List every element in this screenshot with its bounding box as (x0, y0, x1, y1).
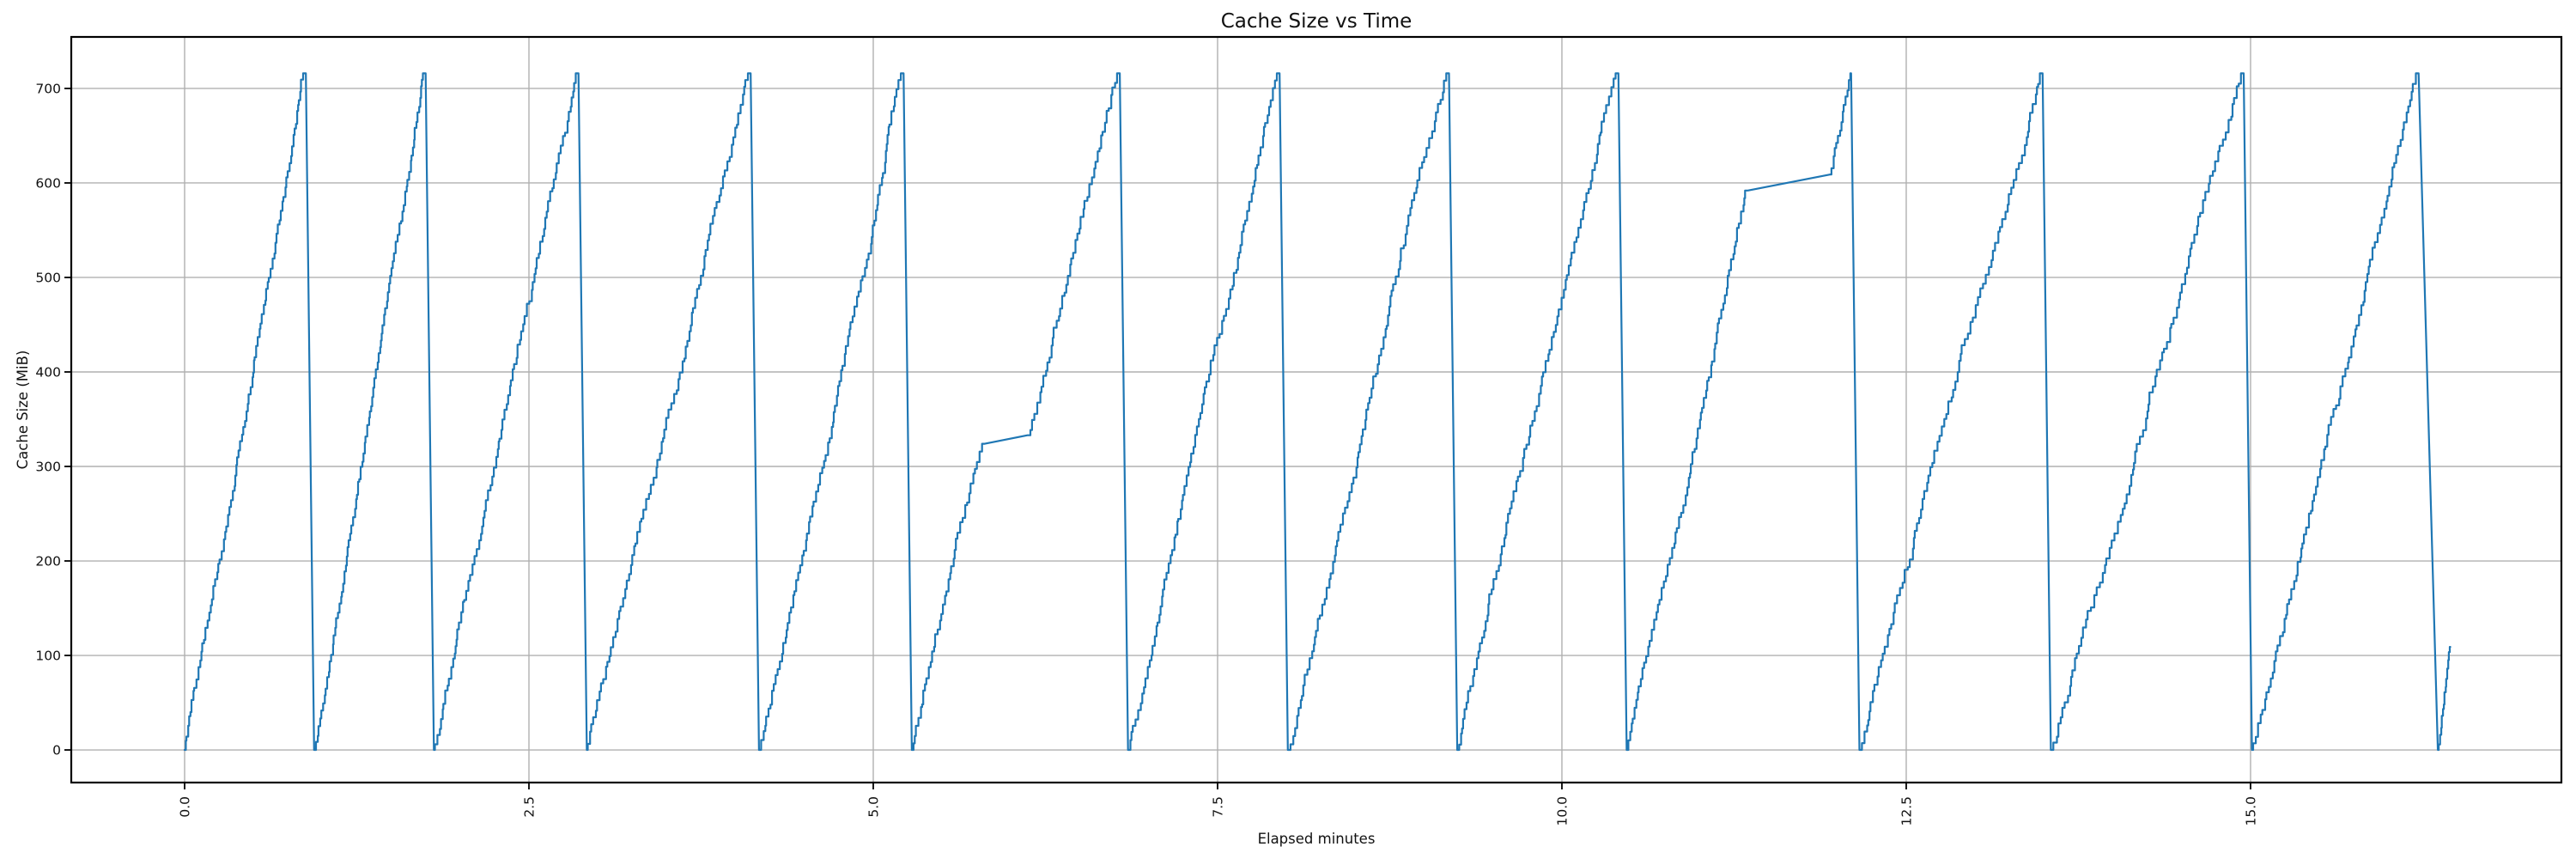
y-tick-label: 600 (35, 175, 61, 191)
y-tick-label: 300 (35, 460, 61, 475)
x-tick-label: 15.0 (2243, 796, 2258, 826)
axes-spines (70, 35, 2563, 784)
cache-size-series-line (183, 72, 2451, 752)
x-tick-label: 10.0 (1554, 796, 1570, 826)
x-tick-label: 7.5 (1210, 796, 1225, 818)
y-tick-label: 100 (35, 649, 61, 664)
y-tick-label: 0 (52, 743, 61, 758)
x-tick-label: 5.0 (866, 796, 881, 818)
tick-layer: 0.0 2.5 5.0 7.5 10.0 12.5 15.0 0 100 200 300 400 500… (35, 81, 2258, 825)
y-axis-label: Cache Size (MiB) (15, 350, 31, 470)
y-tick-label: 700 (35, 81, 61, 96)
x-axis-label: Elapsed minutes (1258, 831, 1376, 847)
plot-border (70, 35, 2563, 784)
y-tick-label: 500 (35, 270, 61, 285)
x-tick-label: 2.5 (522, 796, 538, 818)
chart-title: Cache Size vs Time (1221, 10, 1413, 33)
x-tick-label: 12.5 (1899, 796, 1914, 826)
grid-lines (71, 37, 2561, 783)
y-tick-label: 200 (35, 554, 61, 570)
x-tick-label: 0.0 (178, 796, 193, 818)
y-tick-label: 400 (35, 364, 61, 380)
series-layer (183, 72, 2451, 752)
